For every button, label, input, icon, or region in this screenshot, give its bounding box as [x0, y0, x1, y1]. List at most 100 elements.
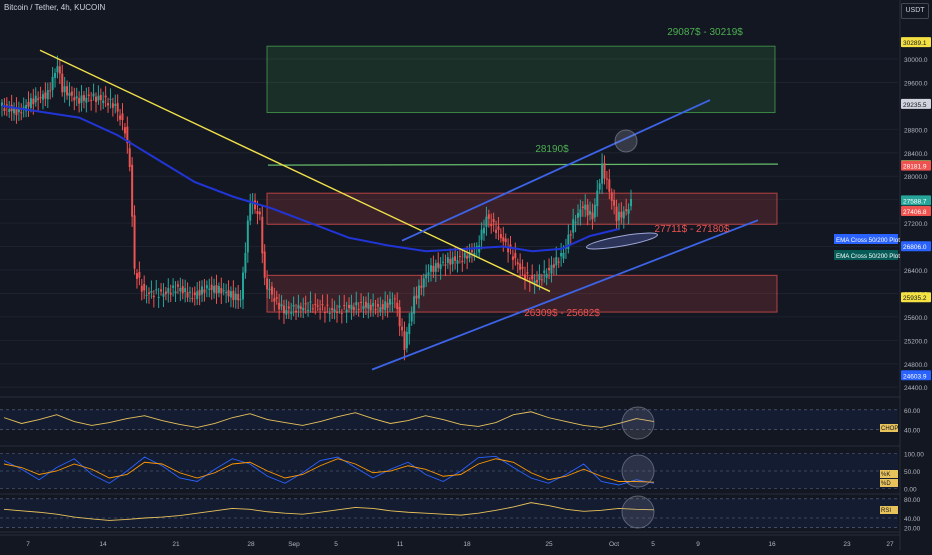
candle-body	[176, 284, 179, 287]
candle-body	[410, 312, 413, 322]
candle-body	[545, 273, 548, 278]
time-tick-label: 7	[26, 541, 30, 548]
candle-body	[193, 292, 196, 296]
candle-body	[15, 107, 18, 116]
candle-body	[311, 308, 314, 310]
candle-body	[205, 285, 208, 289]
price-tag	[901, 160, 931, 171]
candle-body	[499, 234, 502, 239]
candle-body	[107, 103, 110, 106]
candle-body	[538, 273, 541, 280]
candle-body	[350, 304, 353, 310]
candle-body	[227, 290, 230, 297]
price-tag	[901, 98, 931, 109]
candle-body	[75, 96, 78, 99]
candle-body	[215, 285, 218, 294]
price-tag	[901, 205, 931, 216]
candle-body	[54, 72, 57, 78]
indicator-title-tag	[880, 470, 898, 478]
candle-body	[550, 264, 553, 274]
candle-body	[169, 292, 172, 295]
price-tick-label: 26400.0	[904, 268, 928, 275]
currency-badge[interactable]: USDT	[901, 3, 929, 19]
candle-body	[552, 264, 555, 268]
candle-body	[572, 219, 575, 233]
candle-body	[273, 298, 276, 302]
candle-body	[473, 253, 476, 257]
candle-body	[533, 280, 536, 284]
candle-body	[184, 288, 187, 293]
price-tag-label: 24603.9	[903, 373, 927, 380]
candle-body	[304, 303, 307, 305]
candle-body	[531, 274, 534, 280]
candle-body	[319, 308, 322, 310]
indicator-band	[0, 498, 898, 528]
support-zone	[266, 192, 778, 225]
indicator-title: %D	[881, 481, 891, 487]
legend-tag	[834, 250, 898, 260]
time-tick-label: 18	[463, 541, 471, 548]
target-zone	[266, 45, 776, 114]
candle-body	[278, 302, 281, 310]
candle-body	[593, 204, 596, 218]
candle-body	[444, 264, 447, 266]
candle-body	[203, 289, 206, 293]
time-tick-label: 11	[397, 541, 404, 548]
annotation-label: 29087$ - 30219$	[667, 27, 743, 38]
candle-body	[140, 285, 143, 292]
candle-body	[321, 304, 324, 306]
candle-body	[340, 313, 343, 315]
candle-body	[557, 261, 560, 263]
indicator-tick-label: 60.00	[904, 408, 921, 415]
candle-body	[384, 301, 387, 311]
candle-body	[229, 291, 232, 298]
indicator-title-tag	[880, 479, 898, 487]
indicator-tick-label: 50.00	[904, 469, 921, 476]
candle-body	[495, 229, 498, 233]
candle-body	[237, 294, 240, 301]
candle-body	[8, 109, 11, 112]
candle-body	[569, 234, 572, 236]
candle-body	[292, 305, 295, 307]
candle-body	[148, 292, 151, 295]
candle-body	[41, 94, 44, 100]
support-zone	[266, 274, 778, 313]
candle-body	[519, 263, 522, 270]
candle-body	[287, 306, 290, 309]
candle-body	[90, 99, 93, 101]
candle-body	[222, 290, 225, 292]
candle-body	[422, 278, 425, 288]
candle-body	[254, 200, 257, 210]
price-tag	[901, 241, 931, 252]
candle-body	[543, 270, 546, 273]
candle-body	[381, 304, 384, 310]
candle-body	[442, 261, 445, 263]
candle-body	[408, 323, 411, 335]
candle-body	[123, 127, 126, 134]
candle-body	[314, 303, 317, 305]
candle-body	[589, 210, 592, 215]
candle-body	[244, 252, 247, 273]
candle-body	[393, 298, 396, 300]
candle-body	[579, 209, 582, 217]
candle-body	[78, 98, 81, 104]
candle-body	[360, 301, 363, 303]
candle-body	[131, 164, 134, 217]
candle-body	[326, 304, 329, 306]
price-tag-label: 26806.0	[903, 244, 927, 251]
candle-body	[425, 274, 428, 279]
indicator-title: %K	[881, 472, 890, 478]
candle-body	[567, 234, 570, 250]
candle-body	[210, 284, 213, 290]
candle-body	[94, 96, 97, 102]
legend-tag-label: EMA Cross 50/200 Plot	[836, 237, 900, 244]
candle-body	[391, 302, 394, 304]
candle-body	[591, 212, 594, 220]
candle-body	[220, 287, 223, 294]
candle-body	[458, 255, 461, 257]
price-tag	[901, 370, 931, 381]
indicator-tick-label: 20.00	[904, 526, 921, 533]
price-tag	[901, 195, 931, 206]
